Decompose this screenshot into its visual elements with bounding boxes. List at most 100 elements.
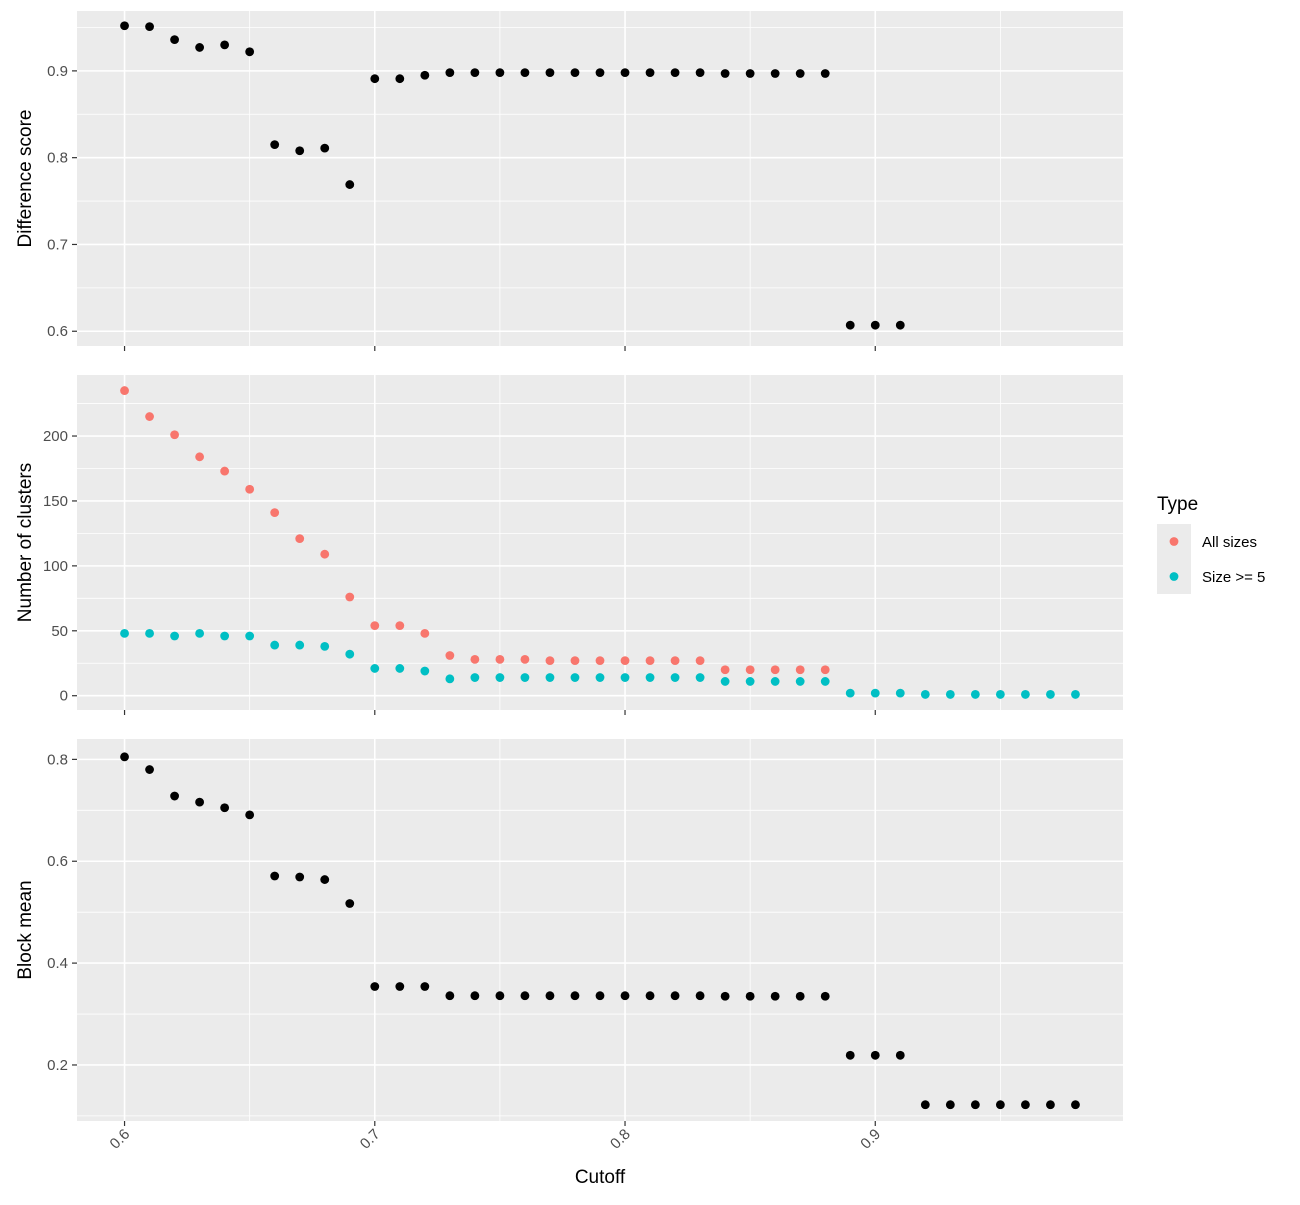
data-point [270, 640, 280, 650]
y-tick-label: 0.6 [47, 853, 68, 870]
data-point [395, 621, 405, 631]
data-point [745, 677, 755, 686]
data-point [445, 991, 455, 1001]
data-point [695, 991, 705, 1001]
data-point [195, 797, 205, 807]
panel-difference-score: 0.6 0.7 0.8 0.9 Difference score [15, 11, 1123, 351]
data-point [770, 69, 780, 78]
data-point [170, 631, 179, 641]
data-point [520, 991, 530, 1001]
data-point [645, 68, 655, 78]
data-point [295, 640, 305, 650]
data-point [795, 665, 805, 675]
data-point [245, 484, 255, 494]
data-point [595, 673, 605, 682]
panel-background [77, 375, 1123, 710]
data-point [720, 69, 730, 78]
legend-marker [1169, 537, 1179, 546]
x-tick-label: 0.9 [857, 1126, 884, 1153]
data-point [270, 871, 280, 881]
data-point [970, 1100, 980, 1110]
data-point [545, 656, 555, 666]
data-point [795, 69, 805, 78]
data-point [945, 1100, 955, 1110]
data-point [870, 1050, 880, 1060]
data-point [145, 22, 154, 32]
panel-background [77, 739, 1123, 1121]
data-point [345, 649, 355, 659]
data-point [720, 991, 730, 1001]
data-point [1046, 1100, 1055, 1110]
legend-label: All sizes [1202, 534, 1257, 551]
y-tick-label: 0.9 [47, 63, 68, 80]
data-point [495, 654, 505, 664]
data-point [745, 665, 755, 675]
data-point [470, 673, 480, 682]
data-point [220, 466, 230, 476]
series-size-5 [120, 628, 1080, 699]
data-point [745, 991, 755, 1001]
data-point [195, 628, 205, 638]
data-point [645, 991, 655, 1001]
data-point [670, 673, 680, 682]
legend: Type All sizes Size >= 5 [1157, 494, 1265, 594]
data-point [795, 991, 805, 1001]
panel-number-of-clusters: 0 50 100 150 200 Number of clusters [15, 375, 1123, 715]
panel-block-mean: 0.2 0.4 0.6 0.8 Block mean [15, 739, 1123, 1126]
data-point [245, 631, 255, 641]
data-point [470, 991, 480, 1001]
data-point [245, 810, 255, 820]
data-point [770, 677, 780, 686]
data-point [320, 143, 330, 153]
data-point [820, 69, 830, 78]
legend-label: Size >= 5 [1202, 569, 1265, 586]
legend-title: Type [1157, 494, 1198, 515]
data-point [670, 991, 680, 1001]
y-axis-title: Number of clusters [15, 463, 36, 622]
data-point [1021, 1100, 1030, 1110]
data-point [570, 991, 580, 1001]
data-point [645, 673, 655, 682]
data-point [695, 673, 705, 682]
series-points [120, 21, 905, 330]
data-point [895, 1050, 905, 1060]
data-point [720, 665, 730, 675]
data-point [945, 690, 955, 699]
data-point [195, 452, 205, 462]
data-point [820, 677, 830, 686]
data-point [145, 628, 154, 638]
data-point [420, 628, 430, 638]
data-point [220, 631, 230, 641]
y-tick-label: 0 [60, 688, 68, 705]
data-point [420, 982, 430, 991]
data-point [220, 803, 230, 813]
data-point [570, 656, 580, 666]
data-point [720, 677, 730, 686]
data-point [670, 656, 680, 666]
data-point [1071, 1100, 1080, 1110]
data-point [420, 70, 430, 80]
data-point [395, 664, 405, 673]
series-all-sizes [120, 386, 830, 675]
data-point [120, 386, 129, 395]
data-point [1071, 690, 1080, 699]
y-tick-label: 200 [43, 428, 68, 445]
data-point [495, 68, 505, 78]
data-point [195, 43, 205, 52]
data-point [870, 688, 880, 698]
data-point [320, 549, 330, 559]
data-point [395, 982, 405, 991]
data-point [670, 68, 680, 78]
data-point [370, 621, 380, 631]
data-point [545, 68, 555, 78]
data-point [170, 791, 179, 801]
panel-background [77, 11, 1123, 346]
data-point [270, 140, 280, 150]
x-axis-title: Cutoff [575, 1167, 626, 1188]
data-point [845, 688, 855, 698]
data-point [870, 320, 880, 330]
data-point [920, 1100, 930, 1110]
data-point [570, 673, 580, 682]
